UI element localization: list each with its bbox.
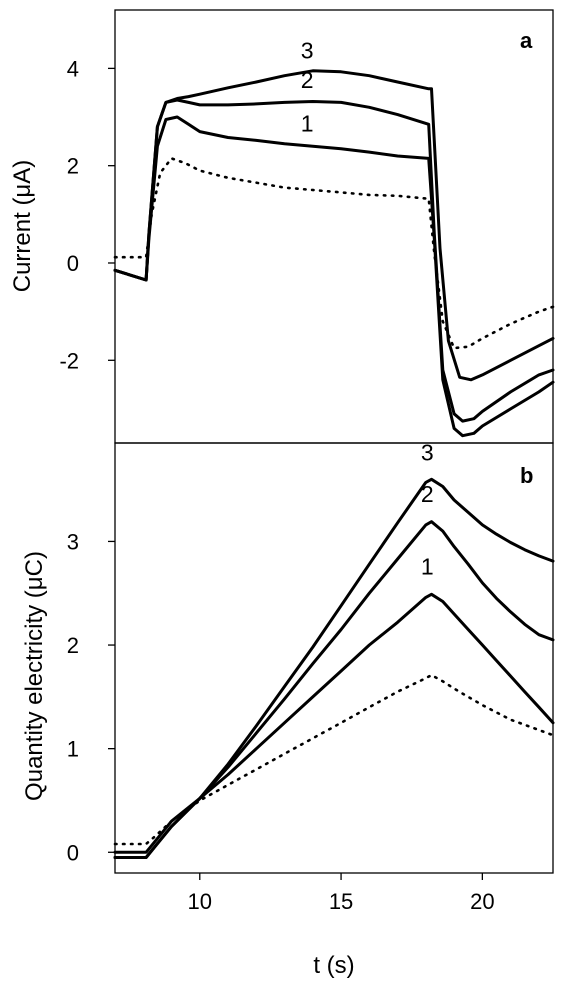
panel-b-y-tick-label: 3 (67, 529, 79, 554)
panel-b-y-tick-label: 0 (67, 840, 79, 865)
panel-a-y-tick-label: 0 (67, 251, 79, 276)
panel-b-x-axis-label: t (s) (313, 952, 354, 979)
panel-a-y-tick-label: 4 (67, 56, 79, 81)
panel-b-y-tick-label: 1 (67, 737, 79, 762)
panel-b-series (113, 477, 555, 859)
panel-b-letter: b (520, 463, 533, 488)
panel-b-curve-label: 3 (421, 440, 434, 466)
panel-a-letter: a (520, 28, 533, 53)
panel-a-curve-1-line (113, 115, 555, 438)
panel-b-charge: 0 1 2 3 10 15 20 1 2 3 b Quantity electricity (μ… (21, 440, 555, 979)
panel-a-curve-3-line (113, 69, 555, 382)
panel-b-curve-label: 2 (421, 481, 434, 507)
panel-a-curve-label: 1 (301, 111, 314, 137)
panel-a-y-axis: -2 0 2 4 (59, 56, 115, 373)
panel-a-baseline-dotted-line (113, 157, 555, 350)
panel-b-curve-1-line (113, 592, 555, 854)
panel-b-x-tick-label: 20 (470, 889, 494, 914)
panel-b-y-tick-label: 2 (67, 633, 79, 658)
panel-b-y-axis-label: Quantity electricity (μC) (21, 551, 48, 801)
panel-b-curve-2-line (113, 520, 555, 859)
panel-a-y-tick-label: -2 (59, 348, 79, 373)
panel-a-series (113, 69, 555, 438)
panel-a-frame (114, 9, 554, 444)
panel-a-curve-labels: 1 2 3 (301, 38, 314, 137)
panel-b-axes: 0 1 2 3 10 15 20 (67, 529, 495, 914)
panel-b-curve-label: 1 (421, 554, 434, 580)
panel-b-curve-3-line (113, 477, 555, 859)
panel-b-curve-labels: 1 2 3 (421, 440, 434, 580)
panel-b-frame (114, 442, 554, 874)
panel-a-curve-label: 2 (301, 67, 314, 93)
panel-b-x-tick-label: 10 (188, 889, 212, 914)
panel-a-y-tick-label: 2 (67, 154, 79, 179)
panel-a-curve-label: 3 (301, 38, 314, 64)
panel-a-current: -2 0 2 4 1 2 3 a Current (μA) (9, 9, 555, 444)
panel-b-x-tick-label: 15 (329, 889, 353, 914)
panel-a-y-axis-label: Current (μA) (9, 160, 36, 293)
